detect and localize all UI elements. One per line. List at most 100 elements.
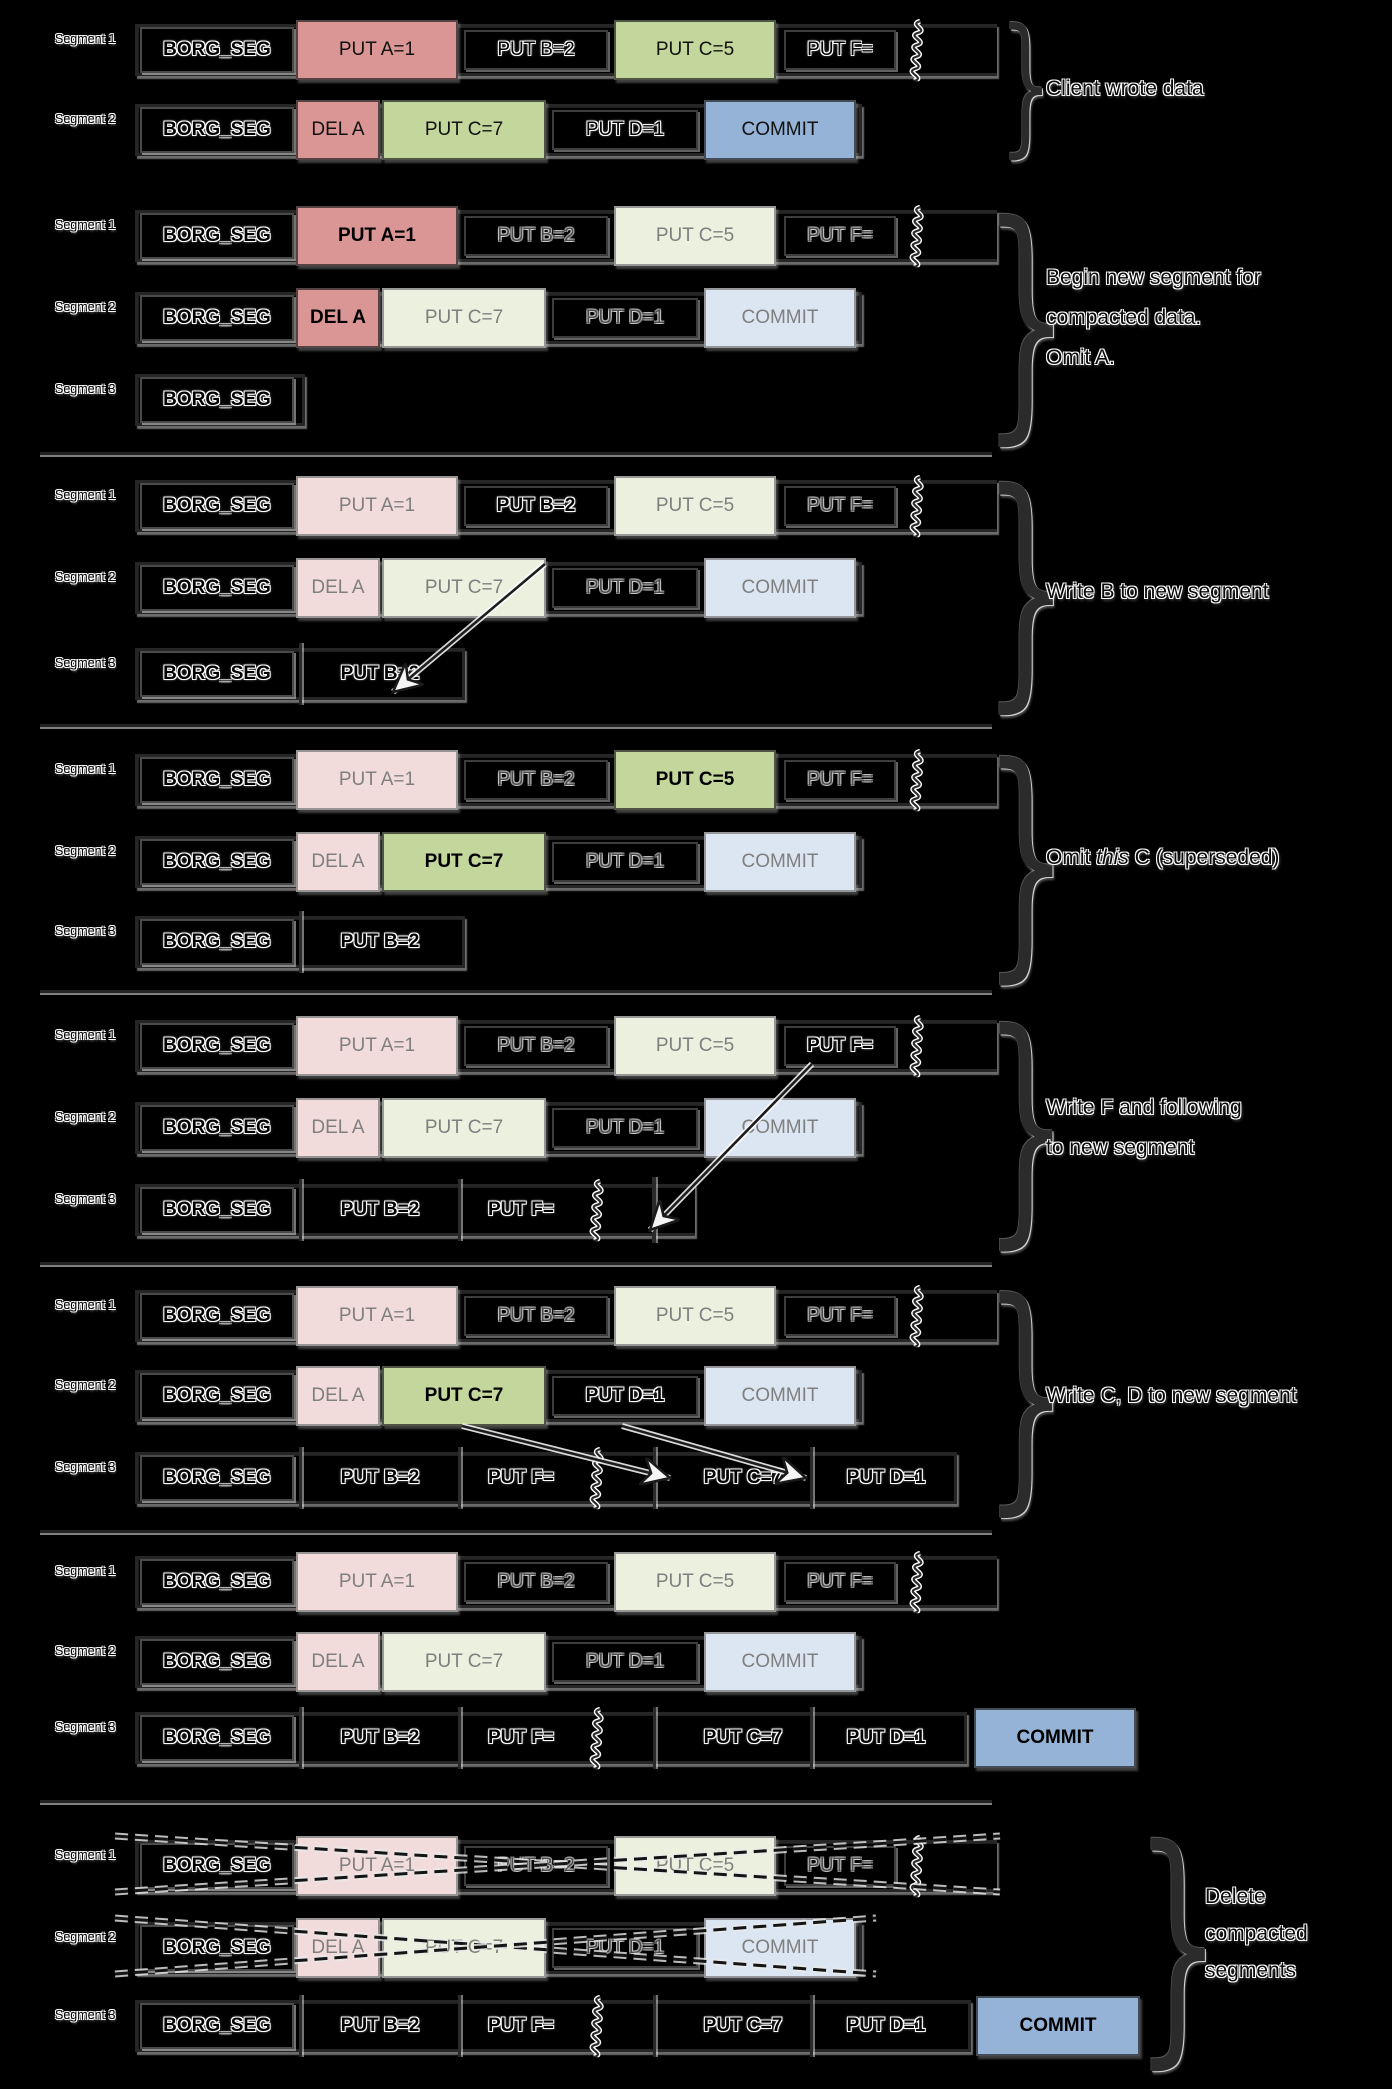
segment-row [135,1020,997,1072]
segment-label: Segment 3 [55,1460,116,1474]
separator [458,1447,461,1509]
block-commit: COMMIT [704,1098,856,1158]
segment-label: Segment 1 [55,1564,116,1578]
block-put-d-1: PUT D=1 [846,1467,926,1488]
block-del-a: DEL A [296,1366,380,1426]
block-put-b-2: PUT B=2 [340,663,420,684]
annotation-line: to new segment [1046,1136,1195,1159]
block-put-b-2: PUT B=2 [464,30,608,70]
block-borg-seg: BORG_SEG [140,377,294,423]
segment-label: Segment 1 [55,218,116,232]
block-put-b-2: PUT B=2 [464,760,608,800]
separator [810,1995,813,2057]
block-borg-seg: BORG_SEG [140,1105,294,1151]
block-put-b-2: PUT B=2 [464,1846,608,1886]
separator [653,1447,656,1509]
separator [458,1707,461,1769]
torn-edge-mark [580,1178,613,1247]
annotation-line: Write B to new segment [1046,580,1269,603]
block-put-b-2: PUT B=2 [340,2015,420,2036]
annotation-line: Delete [1205,1885,1266,1908]
block-put-f: PUT F= [784,760,896,800]
group-annotation: Write B to new segment [1046,572,1269,612]
block-put-b-2: PUT B=2 [464,216,608,256]
block-put-a-1: PUT A=1 [296,1016,458,1076]
block-put-c-7: PUT C=7 [382,1918,546,1978]
block-put-b-2: PUT B=2 [340,931,420,952]
segment-label: Segment 1 [55,1848,116,1862]
segment-row [135,1712,967,1764]
block-borg-seg: BORG_SEG [140,651,294,697]
separator [299,643,302,705]
annotation-line: Begin new segment for [1046,266,1261,289]
block-commit: COMMIT [704,1632,856,1692]
annotation-line: Write F and following [1046,1096,1242,1119]
group-brace: } [1133,1795,1223,2089]
block-put-b-2: PUT B=2 [340,1467,420,1488]
group-divider [40,990,992,993]
block-put-a-1: PUT A=1 [296,1836,458,1896]
block-put-c-5: PUT C=5 [614,20,776,80]
block-borg-seg: BORG_SEG [140,919,294,965]
separator [810,1447,813,1509]
segment-row [135,24,997,76]
block-put-d-1: PUT D=1 [552,568,698,608]
block-borg-seg: BORG_SEG [140,839,294,885]
segment-row [135,1290,997,1342]
block-del-a: DEL A [296,288,380,348]
block-put-d-1: PUT D=1 [552,298,698,338]
block-commit: COMMIT [704,288,856,348]
block-put-a-1: PUT A=1 [296,206,458,266]
torn-edge-mark [900,204,933,273]
segment-row [135,374,305,426]
block-del-a: DEL A [296,1918,380,1978]
segment-label: Segment 3 [55,924,116,938]
segment-label: Segment 2 [55,844,116,858]
torn-edge-mark [580,1994,613,2063]
block-put-c-7: PUT C=7 [382,558,546,618]
segment-label: Segment 1 [55,488,116,502]
block-put-c-7: PUT C=7 [382,1098,546,1158]
block-put-b-2: PUT B=2 [340,1199,420,1220]
segment-label: Segment 2 [55,570,116,584]
block-put-a-1: PUT A=1 [296,1286,458,1346]
insertion-point-mark [652,1177,656,1243]
block-put-f: PUT F= [784,486,896,526]
block-borg-seg: BORG_SEG [140,1023,294,1069]
block-put-c-5: PUT C=5 [614,476,776,536]
group-annotation: Client wrote data [1046,69,1204,109]
block-borg-seg: BORG_SEG [140,1639,294,1685]
block-commit: COMMIT [704,1366,856,1426]
segment-label: Segment 3 [55,1192,116,1206]
block-put-c-7: PUT C=7 [382,1366,546,1426]
block-borg-seg: BORG_SEG [140,565,294,611]
block-put-c-5: PUT C=5 [614,1836,776,1896]
torn-edge-mark [580,1706,613,1775]
block-put-c-7: PUT C=7 [382,832,546,892]
group-annotation: Begin new segment for compacted data. Omit… [1046,258,1261,378]
block-put-c-7: PUT C=7 [703,2015,783,2036]
segment-label: Segment 3 [55,1720,116,1734]
separator [299,1179,302,1241]
segment-row [135,1556,997,1608]
segment-label: Segment 3 [55,2008,116,2022]
torn-edge-mark [900,18,933,87]
separator [299,1995,302,2057]
block-del-a: DEL A [296,558,380,618]
segment-label: Segment 1 [55,762,116,776]
block-put-c-7: PUT C=7 [703,1467,783,1488]
block-borg-seg: BORG_SEG [140,1925,294,1971]
block-put-c-5: PUT C=5 [614,750,776,810]
segment-label: Segment 3 [55,656,116,670]
group-divider [40,1800,992,1803]
block-commit: COMMIT [704,832,856,892]
annotation-line: compacted data. [1046,306,1202,329]
block-borg-seg: BORG_SEG [140,1559,294,1605]
block-put-b-2: PUT B=2 [464,486,608,526]
block-put-d-1: PUT D=1 [552,1928,698,1968]
torn-edge-mark [580,1446,613,1515]
block-del-a: DEL A [296,1098,380,1158]
separator [299,911,302,973]
group-divider [40,1530,992,1533]
